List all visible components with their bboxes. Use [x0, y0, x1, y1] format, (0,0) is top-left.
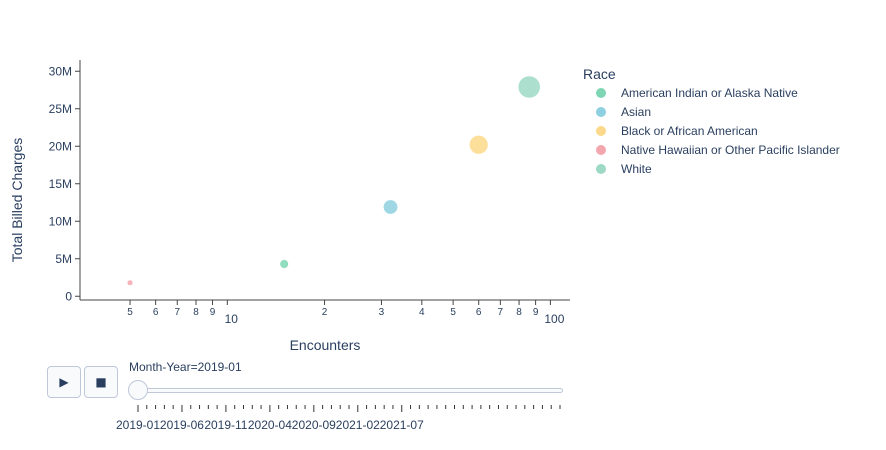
data-point	[127, 279, 134, 286]
y-tick-label: 30M	[49, 64, 72, 78]
x-minor-tick-label: 4	[419, 307, 425, 318]
x-minor-tick-label: 3	[379, 307, 385, 318]
x-minor-tick-label: 5	[450, 307, 456, 318]
y-tick-label: 15M	[49, 177, 72, 191]
slider-tick-label: 2019-06	[160, 418, 204, 432]
slider-handle[interactable]	[128, 380, 148, 400]
data-point	[517, 75, 541, 99]
x-minor-tick-label: 8	[516, 307, 522, 318]
legend-title: Race	[583, 66, 616, 82]
stop-icon: ■	[95, 375, 107, 389]
legend-marker	[596, 107, 606, 117]
slider-tick-label: 2020-09	[292, 418, 336, 432]
y-tick-label: 25M	[49, 102, 72, 116]
y-tick-label: 5M	[55, 252, 72, 266]
y-tick-label: 10M	[49, 214, 72, 228]
legend-marker	[596, 164, 606, 174]
slider-ticks: 2019-01 2019-06 2019-11 2020-04 2020-09 2021-…	[116, 405, 561, 432]
legend-marker	[596, 145, 606, 155]
play-icon: ▶	[59, 375, 69, 389]
slider-tick-label: 2019-01	[116, 418, 160, 432]
legend-marker	[596, 126, 606, 136]
legend-marker	[596, 88, 606, 98]
slider-tick-label: 2020-04	[248, 418, 292, 432]
y-tick-label: 0	[65, 289, 72, 303]
x-minor-tick-label: 9	[210, 307, 216, 318]
legend[interactable]: Race American Indian or Alaska Native Asia…	[583, 66, 840, 176]
data-point	[469, 135, 489, 155]
x-minor-tick-label: 6	[476, 307, 482, 318]
slider-current-label: Month-Year=2019-01	[129, 360, 242, 374]
y-axis-title: Total Billed Charges	[9, 138, 25, 263]
y-tick-label: 20M	[49, 139, 72, 153]
x-axis-title: Encounters	[290, 337, 361, 353]
slider-track[interactable]	[138, 388, 563, 393]
x-minor-tick-label: 7	[174, 307, 180, 318]
legend-item-label: Asian	[621, 105, 651, 119]
legend-item-label: Native Hawaiian or Other Pacific Islande…	[621, 143, 840, 157]
legend-item-label: White	[621, 162, 652, 176]
data-point	[383, 199, 398, 215]
x-major-tick-label: 10	[225, 312, 239, 326]
x-minor-tick-label: 2	[322, 307, 328, 318]
play-button[interactable]: ▶	[47, 366, 81, 398]
data-points	[127, 75, 541, 286]
x-minor-tick-label: 6	[153, 307, 159, 318]
x-minor-tick-label: 9	[533, 307, 539, 318]
legend-item-label: Black or African American	[621, 124, 758, 138]
data-point	[279, 259, 289, 269]
slider-tick-label: 2021-02	[336, 418, 380, 432]
slider-tick-label: 2019-11	[204, 418, 247, 432]
legend-item-label: American Indian or Alaska Native	[621, 86, 798, 100]
x-minor-tick-label: 8	[193, 307, 199, 318]
slider-tick-label: 2021-07	[380, 418, 424, 432]
x-minor-tick-label: 5	[127, 307, 133, 318]
x-minor-tick-label: 7	[498, 307, 504, 318]
stop-button[interactable]: ■	[84, 366, 118, 398]
x-major-tick-label: 100	[544, 312, 564, 326]
